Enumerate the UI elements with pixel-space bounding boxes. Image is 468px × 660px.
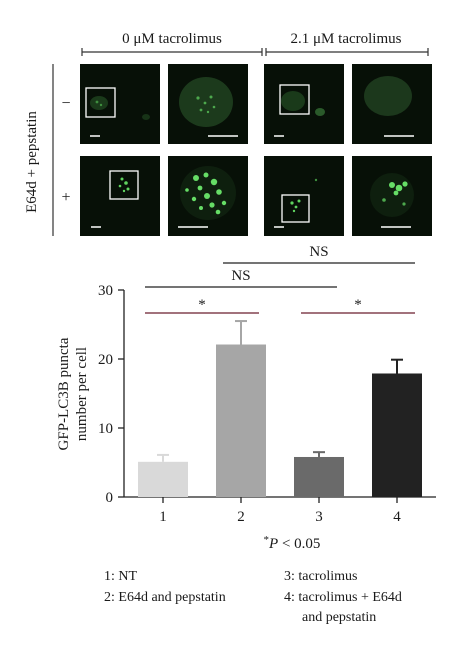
sig-label-0: * <box>198 297 206 313</box>
sig-label-3: * <box>354 297 362 313</box>
microscopy-panel: 0 μM tacrolimus 2.1 μM tacrolimus E64d +… <box>24 31 432 236</box>
micrograph-0um-treated <box>80 156 160 236</box>
legend-item-2: 2: E64d and pepstatin <box>104 590 226 605</box>
legend-item-4: 4: tacrolimus + E64d <box>284 590 402 605</box>
zoom-box <box>109 170 139 200</box>
significance-footnote: *P < 0.05 <box>264 534 321 552</box>
y-tick-label: 10 <box>98 421 113 437</box>
micrograph-0um-untreated-zoom <box>168 64 248 144</box>
sig-label-2: NS <box>309 244 328 260</box>
y-tick-label: 20 <box>98 352 113 368</box>
y-axis-label-line-1: GFP-LC3B puncta <box>56 337 72 450</box>
zoom-box <box>281 194 310 223</box>
bar-4 <box>372 373 422 497</box>
row-level-plus: + <box>61 189 70 206</box>
condition-label-0um: 0 μM tacrolimus <box>122 31 222 47</box>
y-axis-label-line-2: number per cell <box>74 347 90 441</box>
sig-label-1: NS <box>231 268 250 284</box>
significance-brackets: * NS NS * <box>145 244 415 314</box>
micrograph-2um-untreated-zoom <box>352 64 432 144</box>
row-factor-label: E64d + pepstatin <box>24 111 40 213</box>
condition-label-2um: 2.1 μM tacrolimus <box>291 31 402 47</box>
x-tick-label: 4 <box>393 509 401 525</box>
bar-2 <box>216 344 266 497</box>
chart-bars <box>138 320 422 497</box>
bar-1 <box>138 461 188 497</box>
row-level-minus: − <box>61 95 70 112</box>
y-tick-label: 0 <box>106 490 114 506</box>
legend-item-4-cont: and pepstatin <box>302 610 377 625</box>
x-tick-label: 3 <box>315 509 323 525</box>
micrograph-2um-treated-zoom <box>352 156 432 236</box>
micrograph-2um-untreated <box>264 64 344 144</box>
x-tick-label: 1 <box>159 509 167 525</box>
zoom-box <box>279 84 310 115</box>
zoom-box <box>85 87 116 118</box>
micrograph-0um-treated-zoom <box>168 156 248 236</box>
bar-3 <box>294 456 344 497</box>
micrograph-0um-untreated <box>80 64 160 144</box>
legend-item-1: 1: NT <box>104 569 138 584</box>
bar-chart: GFP-LC3B puncta number per cell 0 10 20 30 1… <box>56 244 436 552</box>
y-tick-label: 30 <box>98 283 113 299</box>
legend-item-3: 3: tacrolimus <box>284 569 358 584</box>
x-tick-label: 2 <box>237 509 245 525</box>
micrograph-2um-treated <box>264 156 344 236</box>
